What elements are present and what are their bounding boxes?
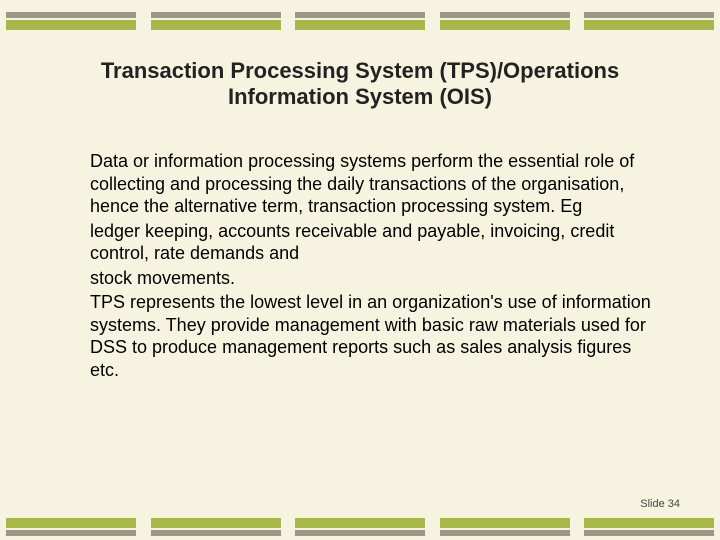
body-paragraph: Data or information processing systems p… [90, 150, 660, 218]
deco-block [584, 12, 714, 32]
deco-block [6, 12, 136, 32]
body-paragraph: TPS represents the lowest level in an or… [90, 291, 660, 381]
deco-block [440, 514, 570, 534]
body-paragraph: stock movements. [90, 267, 660, 290]
deco-block [6, 514, 136, 534]
body-paragraph: ledger keeping, accounts receivable and … [90, 220, 660, 265]
deco-block [440, 12, 570, 32]
deco-block [151, 12, 281, 32]
deco-block [151, 514, 281, 534]
slide-body: Data or information processing systems p… [90, 150, 660, 383]
deco-block [584, 514, 714, 534]
slide-title: Transaction Processing System (TPS)/Oper… [90, 58, 630, 111]
top-decoration-row [0, 12, 720, 32]
slide-number: Slide 34 [640, 498, 680, 510]
deco-block [295, 12, 425, 32]
bottom-decoration-row [0, 514, 720, 534]
deco-block [295, 514, 425, 534]
